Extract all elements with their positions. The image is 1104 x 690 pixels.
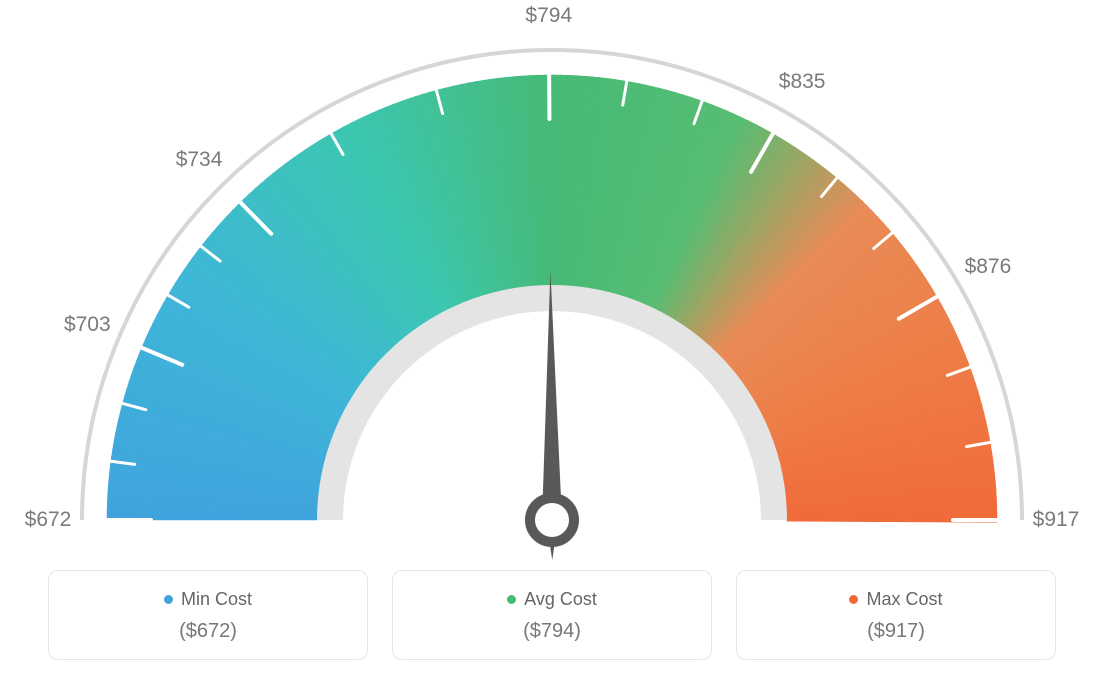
legend-label-avg: Avg Cost bbox=[507, 589, 597, 610]
gauge-tick-label: $876 bbox=[965, 255, 1012, 279]
gauge-tick-label: $703 bbox=[64, 313, 111, 337]
gauge-tick-label: $672 bbox=[25, 508, 72, 532]
legend-text-avg: Avg Cost bbox=[524, 589, 597, 610]
gauge-tick-label: $794 bbox=[525, 4, 572, 28]
legend-card-min: Min Cost ($672) bbox=[48, 570, 368, 660]
legend-card-avg: Avg Cost ($794) bbox=[392, 570, 712, 660]
legend-dot-max bbox=[849, 595, 858, 604]
legend-dot-avg bbox=[507, 595, 516, 604]
cost-gauge-widget: $672 $703 $734 $794 $835 $876 $917 Min Cost ($… bbox=[0, 0, 1104, 690]
legend-text-max: Max Cost bbox=[866, 589, 942, 610]
legend-value-max: ($917) bbox=[747, 620, 1045, 643]
gauge-tick-label: $835 bbox=[779, 70, 826, 94]
legend-label-min: Min Cost bbox=[164, 589, 252, 610]
legend-dot-min bbox=[164, 595, 173, 604]
legend-value-min: ($672) bbox=[59, 620, 357, 643]
gauge-needle-base bbox=[530, 498, 574, 542]
gauge-tick-label: $734 bbox=[176, 148, 223, 172]
gauge-tick-label: $917 bbox=[1033, 508, 1080, 532]
gauge-svg bbox=[0, 0, 1104, 560]
legend-row: Min Cost ($672) Avg Cost ($794) Max Cost… bbox=[0, 570, 1104, 660]
legend-value-avg: ($794) bbox=[403, 620, 701, 643]
legend-text-min: Min Cost bbox=[181, 589, 252, 610]
legend-label-max: Max Cost bbox=[849, 589, 942, 610]
legend-card-max: Max Cost ($917) bbox=[736, 570, 1056, 660]
gauge-chart: $672 $703 $734 $794 $835 $876 $917 bbox=[0, 0, 1104, 560]
